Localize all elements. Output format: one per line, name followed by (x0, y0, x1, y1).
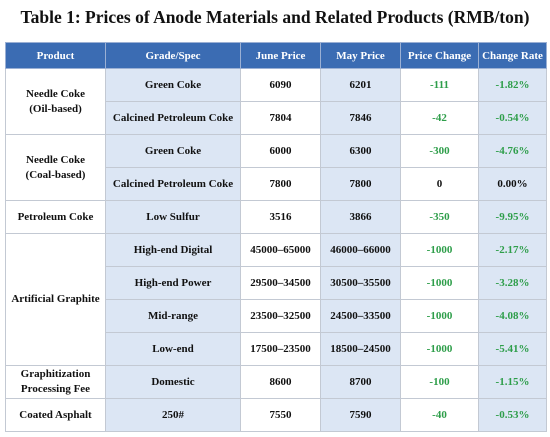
cell: 8700 (320, 365, 401, 399)
cell: 18500–24500 (320, 332, 401, 366)
cell: 6000 (240, 134, 321, 168)
cell: -3.28% (478, 266, 547, 300)
cell: 7800 (320, 167, 401, 201)
cell: 24500–33500 (320, 299, 401, 333)
table-row: Calcined Petroleum Coke 7800 7800 0 0.00% (6, 167, 547, 201)
product-cell: Coated Asphalt (5, 398, 106, 432)
cell: -1000 (400, 332, 479, 366)
cell: -4.76% (478, 134, 547, 168)
cell: -1000 (400, 266, 479, 300)
product-cell: Petroleum Coke (5, 200, 106, 234)
price-table: Product Grade/Spec June Price May Price Pric… (5, 42, 547, 432)
cell: 250# (105, 398, 241, 432)
cell: Low Sulfur (105, 200, 241, 234)
cell: 46000–66000 (320, 233, 401, 267)
column-header: Change Rate (478, 42, 547, 69)
cell: -0.53% (478, 398, 547, 432)
table-row: Mid-range 23500–32500 24500–33500 -1000 -4.0… (6, 299, 547, 333)
cell: -5.41% (478, 332, 547, 366)
column-header: Product (5, 42, 106, 69)
cell: 6300 (320, 134, 401, 168)
cell: -4.08% (478, 299, 547, 333)
cell: 7590 (320, 398, 401, 432)
cell: 8600 (240, 365, 321, 399)
cell: Low-end (105, 332, 241, 366)
table-title: Table 1: Prices of Anode Materials and R… (20, 7, 530, 27)
table-row: Coated Asphalt 250# 7550 7590 -40 -0.53% (5, 398, 547, 432)
cell: Domestic (105, 365, 241, 399)
cell: -1000 (400, 299, 479, 333)
cell: High-end Power (105, 266, 241, 300)
product-cell: Artificial Graphite (5, 233, 106, 366)
cell: 3866 (320, 200, 401, 234)
cell: 7800 (240, 167, 321, 201)
cell: 29500–34500 (240, 266, 321, 300)
cell: 0.00% (478, 167, 547, 201)
column-header: May Price (320, 42, 401, 69)
table-row: Needle Coke (Coal-based) Green Coke 6000 63… (5, 134, 547, 201)
table-row: Low-end 17500–23500 18500–24500 -1000 -5.41% (6, 332, 547, 366)
product-cell: Needle Coke (Oil-based) (5, 68, 106, 135)
cell: High-end Digital (105, 233, 241, 267)
column-header: Price Change (400, 42, 479, 69)
cell: -100 (400, 365, 479, 399)
cell: 0 (400, 167, 479, 201)
cell: 23500–32500 (240, 299, 321, 333)
table-row: Graphitization Processing Fee Domestic 860… (5, 365, 547, 399)
cell: -40 (400, 398, 479, 432)
column-header: June Price (240, 42, 321, 69)
cell: -300 (400, 134, 479, 168)
cell: Green Coke (105, 134, 241, 168)
cell: -1.82% (478, 68, 547, 102)
table-row: Artificial Graphite High-end Digital 45000… (5, 233, 547, 366)
cell: -42 (400, 101, 479, 135)
cell: Green Coke (105, 68, 241, 102)
cell: -0.54% (478, 101, 547, 135)
cell: 45000–65000 (240, 233, 321, 267)
header-row: Product Grade/Spec June Price May Price Pric… (5, 42, 547, 69)
cell: -2.17% (478, 233, 547, 267)
table-row: Petroleum Coke Low Sulfur 3516 3866 -350 -9.9… (5, 200, 547, 234)
cell: 7804 (240, 101, 321, 135)
table-body: Needle Coke (Oil-based) Green Coke 6090 620… (5, 68, 547, 432)
cell: 6201 (320, 68, 401, 102)
cell: 7550 (240, 398, 321, 432)
cell: -9.95% (478, 200, 547, 234)
product-cell: Needle Coke (Coal-based) (5, 134, 106, 201)
cell: 30500–35500 (320, 266, 401, 300)
cell: 6090 (240, 68, 321, 102)
column-header: Grade/Spec (105, 42, 241, 69)
table-row: Needle Coke (Oil-based) Green Coke 6090 620… (5, 68, 547, 135)
cell: 17500–23500 (240, 332, 321, 366)
cell: 7846 (320, 101, 401, 135)
cell: 3516 (240, 200, 321, 234)
cell: Mid-range (105, 299, 241, 333)
cell: -1.15% (478, 365, 547, 399)
cell: Calcined Petroleum Coke (105, 101, 241, 135)
table-row: Calcined Petroleum Coke 7804 7846 -42 -0.54% (6, 101, 547, 135)
cell: -350 (400, 200, 479, 234)
product-cell: Graphitization Processing Fee (5, 365, 106, 399)
cell: Calcined Petroleum Coke (105, 167, 241, 201)
cell: -111 (400, 68, 479, 102)
cell: -1000 (400, 233, 479, 267)
